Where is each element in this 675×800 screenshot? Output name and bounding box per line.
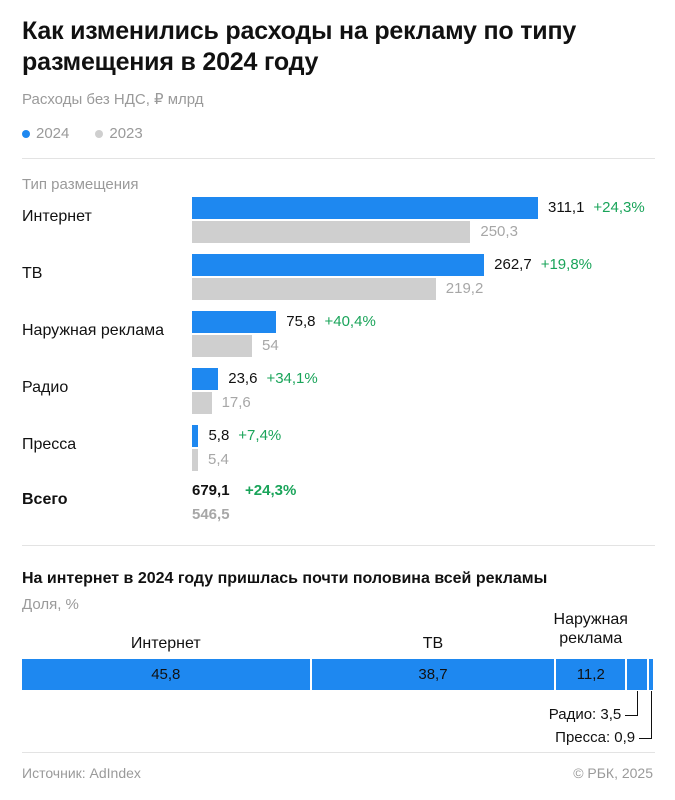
value-label-2023-наружная-реклама: 54 (262, 337, 279, 354)
legend-label-2023: 2023 (109, 125, 143, 142)
value-label-2024-радио: 23,6 (228, 370, 258, 387)
total-value-2023: 546,5 (192, 506, 230, 523)
share-label-тв: ТВ (422, 635, 444, 652)
category-label-тв: ТВ (22, 265, 43, 282)
bar-2024-пресса (192, 425, 199, 447)
share-segment-тв (311, 659, 555, 690)
legend-item-2023: 2023 (95, 125, 143, 142)
category-label-интернет: Интернет (22, 208, 92, 225)
divider-middle (22, 545, 655, 546)
source-note: Источник: AdIndex (22, 765, 141, 781)
bar-2024-интернет (192, 197, 538, 219)
category-label-радио: Радио (22, 379, 69, 396)
growth-label-радио: +34,1% (266, 370, 318, 387)
callout-label-радио: Радио: 3,5 (548, 706, 622, 723)
value-label-2023-интернет: 250,3 (480, 223, 518, 240)
leader-line-vertical-радио (637, 691, 639, 715)
divider-top (22, 158, 655, 159)
value-label-2023-радио: 17,6 (221, 394, 251, 411)
share-value-наружная-реклама: 11,2 (576, 666, 605, 683)
category-label-пресса: Пресса (22, 436, 77, 453)
share-value-интернет: 45,8 (151, 666, 181, 683)
leader-line-horizontal-радио (625, 715, 639, 716)
share-segment-пресса (649, 659, 653, 690)
divider-bottom (22, 752, 655, 753)
share-segment-интернет (22, 659, 310, 690)
value-label-2024-пресса: 5,8 (208, 427, 230, 444)
share-chart-title: На интернет в 2024 году пришлась почти п… (22, 570, 548, 587)
legend-item-2024: 2024 (22, 125, 69, 142)
category-label-наружная-реклама: Наружная реклама (22, 322, 165, 339)
share-chart-subtitle: Доля, % (22, 596, 79, 613)
total-growth: +24,3% (245, 482, 297, 499)
share-label-наружная-реклама: Наружная реклама (553, 611, 628, 647)
share-label-интернет: Интернет (130, 635, 201, 652)
legend: 2024 2023 (22, 125, 143, 142)
legend-label-2024: 2024 (36, 125, 70, 142)
share-segment-радио (627, 659, 648, 690)
bar-2024-радио (192, 368, 219, 390)
chart-title: Как изменились расходы на рекламу по тип… (22, 17, 577, 76)
value-label-2024-наружная-реклама: 75,8 (286, 313, 316, 330)
legend-swatch-2024 (22, 129, 30, 138)
value-label-2024-тв: 262,7 (494, 256, 532, 273)
copyright: © РБК, 2025 (573, 765, 653, 781)
callout-label-пресса: Пресса: 0,9 (555, 729, 636, 746)
legend-swatch-2023 (95, 129, 104, 138)
growth-label-интернет: +24,3% (593, 199, 645, 216)
total-value-2024: 679,1 (192, 482, 230, 499)
bar-2023-радио (192, 392, 212, 414)
total-label: Всего (22, 491, 68, 508)
bar-2023-интернет (192, 221, 471, 243)
chart-subtitle: Расходы без НДС, ₽ млрд (22, 91, 204, 108)
growth-label-тв: +19,8% (540, 256, 592, 273)
leader-line-horizontal-пресса (639, 738, 653, 739)
bar-2023-наружная-реклама (192, 335, 253, 357)
share-segment-наружная-реклама (556, 659, 626, 690)
column-label: Тип размещения (22, 176, 139, 193)
value-label-2023-тв: 219,2 (445, 280, 484, 297)
bar-2024-наружная-реклама (192, 311, 277, 333)
bar-2024-тв (192, 254, 485, 276)
bar-2023-тв (192, 278, 436, 300)
growth-label-пресса: +7,4% (238, 427, 282, 444)
value-label-2023-пресса: 5,4 (208, 451, 229, 468)
growth-label-наружная-реклама: +40,4% (324, 313, 376, 330)
share-value-тв: 38,7 (418, 666, 448, 683)
leader-line-vertical-пресса (651, 691, 653, 738)
bar-2023-пресса (192, 449, 198, 471)
value-label-2024-интернет: 311,1 (548, 199, 585, 216)
